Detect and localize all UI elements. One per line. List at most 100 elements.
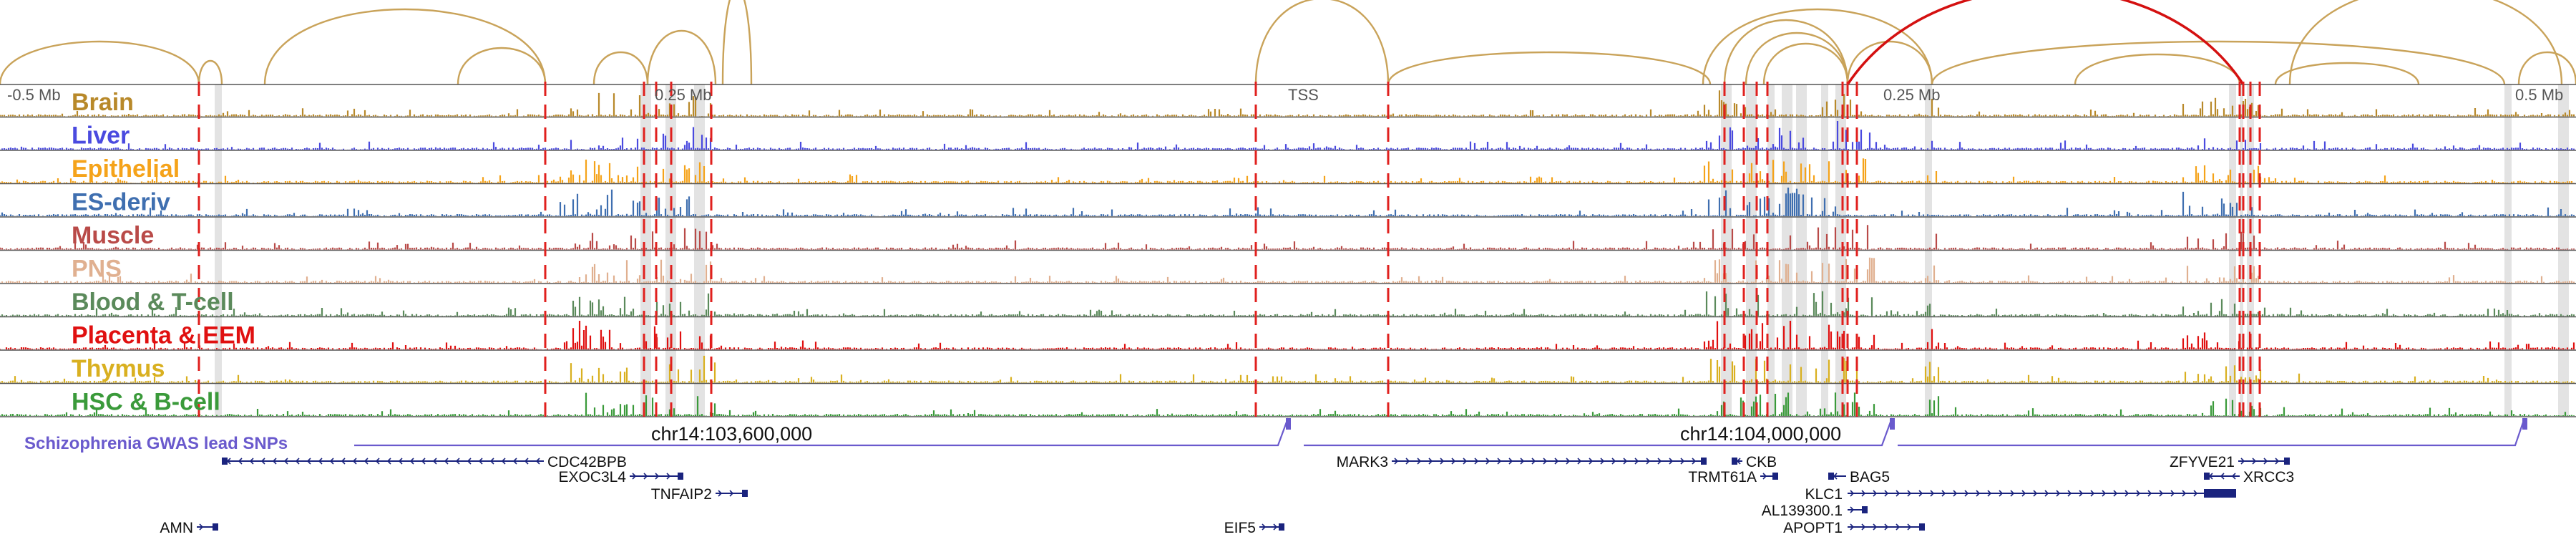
gene-strand-arrows <box>1762 473 1767 480</box>
track-signal <box>0 355 2575 383</box>
axis-tick-label: 0.25 Mb <box>1883 86 1941 104</box>
gene-label: KLC1 <box>1805 486 1843 503</box>
gene-exon <box>1701 458 1707 465</box>
shade-band <box>1796 84 1807 417</box>
interaction-arc <box>1745 32 1849 85</box>
gwas-line <box>354 417 2526 447</box>
shade-band <box>215 84 222 417</box>
interaction-arc <box>1702 8 1933 85</box>
gene-label: APOPT1 <box>1783 520 1843 536</box>
gene-exon <box>742 490 748 497</box>
gene-exon <box>1279 523 1284 531</box>
gene-exon <box>1862 506 1868 513</box>
gene-strand-arrows <box>1850 523 1912 531</box>
track-muscle <box>0 225 2576 251</box>
gene-bag5: BAG5 <box>1828 469 1890 485</box>
interaction-arc <box>2274 62 2420 85</box>
interaction-arc <box>592 51 649 85</box>
track-label: Thymus <box>72 355 165 382</box>
gene-strand-arrows <box>1850 490 2210 497</box>
gene-strand-arrows <box>632 473 671 480</box>
gene-cdc42bpb: CDC42BPB <box>222 454 627 470</box>
gene-strand-arrows <box>1262 523 1278 531</box>
track-epithelial <box>0 158 2576 185</box>
gene-strand-arrows <box>718 490 734 497</box>
shade-band <box>1746 84 1757 417</box>
gene-exon <box>1732 458 1737 465</box>
highlight-shades <box>215 84 2569 417</box>
track-signal <box>0 392 2575 416</box>
gwas-snp-marker <box>1286 418 1291 430</box>
gwas-label: Schizophrenia GWAS lead SNPs <box>24 434 288 453</box>
gene-strand-arrows <box>1850 506 1855 513</box>
gene-klc1: KLC1 <box>1805 486 2236 503</box>
gene-xrcc3: XRCC3 <box>2204 469 2294 485</box>
interaction-arc <box>2288 0 2563 85</box>
gene-trmt61a: TRMT61A <box>1688 469 1778 485</box>
track-thymus <box>0 355 2576 384</box>
track-label: Placenta & EEM <box>72 322 255 349</box>
shade-band <box>2504 84 2512 417</box>
track-signal <box>0 225 2575 250</box>
gene-strand-arrows <box>199 523 204 531</box>
gene-label: AL139300.1 <box>1762 503 1843 519</box>
track-signal <box>0 90 2575 117</box>
shade-band <box>1821 84 1828 417</box>
top-axis: -0.5 Mb 0.25 Mb TSS 0.25 Mb 0.5 Mb <box>7 86 2563 104</box>
gene-label: TNFAIP2 <box>651 486 712 503</box>
shade-band <box>2240 84 2243 417</box>
track-label: Liver <box>72 122 130 150</box>
interaction-arc <box>2074 53 2241 85</box>
gene-label: ZFYVE21 <box>2170 454 2235 470</box>
gene-exon <box>222 458 228 465</box>
gene-amn: AMN <box>160 520 218 536</box>
gene-label: TRMT61A <box>1688 469 1757 485</box>
track-label: Epithelial <box>72 155 180 183</box>
interaction-arc <box>197 60 223 85</box>
shade-band <box>2229 84 2236 417</box>
gene-exon <box>2204 489 2236 498</box>
gene-exon <box>1772 473 1778 480</box>
gene-al139300-1: AL139300.1 <box>1762 503 1868 519</box>
interaction-arc <box>646 29 717 85</box>
track-label: HSC & B-cell <box>72 389 220 416</box>
shade-band <box>2558 84 2569 417</box>
gene-zfyve21: ZFYVE21 <box>2170 454 2290 470</box>
track-labels: Brain Liver Epithelial ES-deriv Muscle PNS Blo… <box>72 89 255 416</box>
interaction-arc <box>457 47 547 85</box>
gene-label: CKB <box>1746 454 1777 470</box>
gene-label: EXOC3L4 <box>558 469 626 485</box>
track-label: Brain <box>72 89 134 116</box>
track-brain <box>0 90 2576 118</box>
axis-tick-label: 0.25 Mb <box>655 86 712 104</box>
highlight-arc <box>1846 0 2245 85</box>
interaction-arc <box>1254 0 1390 85</box>
track-label: Blood & T-cell <box>72 289 234 316</box>
track-blood-t-cell <box>0 291 2576 318</box>
interaction-arc <box>0 40 200 85</box>
interaction-arc <box>1846 41 1933 85</box>
interaction-arc <box>1723 19 1849 85</box>
axis-tick-label: TSS <box>1288 86 1319 104</box>
gene-apopt1: APOPT1 <box>1783 520 1925 536</box>
gene-eif5: EIF5 <box>1224 520 1284 536</box>
track-label: Muscle <box>72 222 154 249</box>
interaction-arc <box>721 0 753 85</box>
tss-lines <box>197 82 2261 417</box>
interaction-arc <box>1931 40 2506 85</box>
gene-exon <box>1919 523 1925 531</box>
gwas-snp-marker <box>1890 418 1895 430</box>
shade-band <box>1925 84 1932 417</box>
track-liver <box>0 121 2576 151</box>
interaction-arc <box>263 8 547 85</box>
track-signal <box>0 291 2575 316</box>
track-signal <box>0 257 2575 283</box>
gene-label: AMN <box>160 520 193 536</box>
shade-band <box>694 84 705 417</box>
track-es-deriv <box>0 188 2576 218</box>
gene-label: CDC42BPB <box>547 454 627 470</box>
gwas-snp-marker <box>2522 418 2527 430</box>
track-placenta-eem <box>0 321 2576 351</box>
gwas-track: Schizophrenia GWAS lead SNPs <box>24 417 2527 453</box>
